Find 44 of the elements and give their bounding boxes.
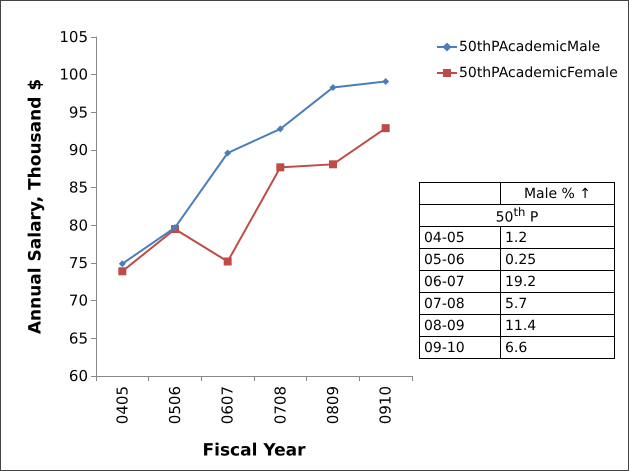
x-tick-label: 0708 [271, 386, 290, 424]
point [118, 267, 126, 276]
x-tick-label: 0607 [218, 386, 237, 424]
point [276, 163, 284, 172]
text: 5.7 [500, 292, 614, 314]
text: 6.6 [500, 336, 614, 358]
y-tick-label: 80 [68, 216, 88, 234]
y-tick-label: 100 [59, 66, 88, 84]
text: 0.25 [500, 248, 614, 270]
point [224, 257, 232, 266]
point [330, 84, 336, 91]
text: 07-08 [420, 292, 500, 314]
point [118, 260, 126, 268]
y-tick-label: 85 [68, 178, 88, 197]
y-tick-label: 90 [68, 141, 88, 159]
x-tick-label: 0506 [166, 386, 184, 424]
x-axis-title: Fiscal Year [202, 440, 306, 460]
y-tick-label: 60 [68, 367, 88, 385]
x-tick-label: 0405 [113, 386, 132, 424]
y-tick-label: 95 [68, 103, 88, 122]
y-tick-label: 105 [59, 28, 88, 46]
point [382, 78, 390, 85]
x-tick-label: 0910 [376, 386, 395, 424]
y-tick-label: 65 [68, 329, 88, 348]
y-tick-label: 70 [68, 292, 88, 310]
y-tick-label: 75 [68, 254, 88, 272]
text: 11.4 [500, 314, 614, 336]
legend-label: 50thPAcademicMale [459, 39, 600, 55]
point [382, 124, 390, 132]
text: 05-06 [420, 248, 500, 270]
text: 04-05 [420, 226, 500, 248]
text: 08-09 [420, 314, 500, 336]
text: Male % ↑ [500, 182, 614, 204]
text: 06-07 [420, 270, 500, 292]
point [224, 150, 232, 157]
text: 1.2 [500, 226, 614, 248]
text: 19.2 [500, 270, 614, 292]
y-axis-title: Annual Salary, Thousand $ [26, 78, 46, 334]
x-tick-label: 0809 [324, 386, 342, 424]
text: 09-10 [420, 336, 500, 358]
text: 50$^{th}$ P [420, 204, 614, 226]
point [329, 160, 337, 168]
legend-label: 50thPAcademicFemale [459, 65, 618, 81]
point [276, 125, 284, 132]
